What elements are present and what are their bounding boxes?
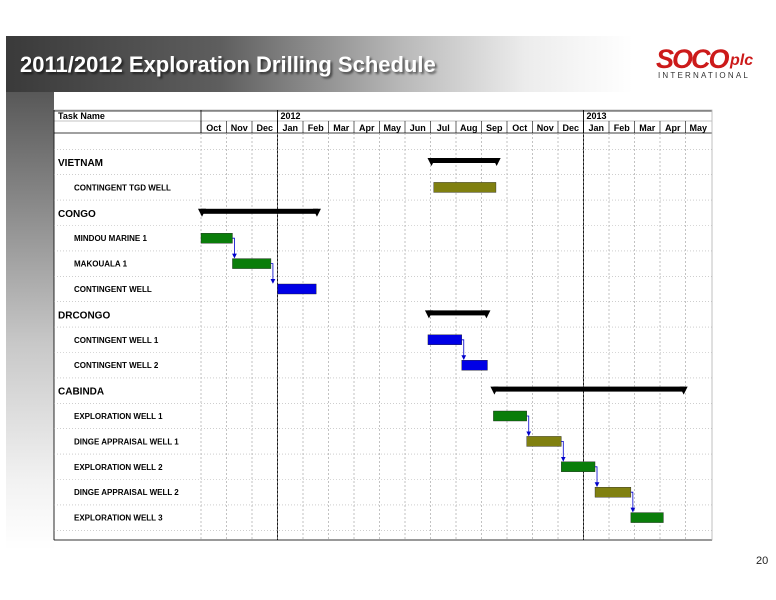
chart-frame <box>53 109 713 541</box>
month-label: Apr <box>665 123 681 133</box>
summary-end-cap <box>679 386 688 395</box>
task-bar-contingent-tgd-well <box>433 182 497 193</box>
task-label-congo: CONGO <box>58 209 96 220</box>
dependency-arrow <box>270 263 276 284</box>
month-label: Dec <box>256 123 273 133</box>
task-label-mindou-marine-1: MINDOU MARINE 1 <box>74 234 147 243</box>
month-label: Dec <box>562 123 579 133</box>
month-label: Nov <box>231 123 248 133</box>
task-label-dinge-appraisal-well-1: DINGE APPRAISAL WELL 1 <box>74 437 179 446</box>
dependency-arrow <box>560 441 566 462</box>
month-label: Feb <box>614 123 631 133</box>
left-gradient-bar <box>6 92 54 550</box>
month-label: Jul <box>437 123 450 133</box>
title-banner <box>6 36 770 92</box>
month-label: Oct <box>206 123 221 133</box>
task-bar-makouala-1 <box>232 258 272 269</box>
task-label-drcongo: DRCONGO <box>58 310 110 321</box>
dependency-arrow <box>526 415 532 437</box>
summary-bar-drcongo <box>427 310 488 316</box>
task-label-exploration-well-2: EXPLORATION WELL 2 <box>74 463 163 472</box>
month-label: Jun <box>410 123 426 133</box>
task-label-makouala-1: MAKOUALA 1 <box>74 260 128 269</box>
summary-start-cap <box>490 386 499 395</box>
month-label: May <box>689 123 707 133</box>
task-label-contingent-tgd-well: CONTINGENT TGD WELL <box>74 183 171 192</box>
summary-end-cap <box>482 310 491 319</box>
task-label-dinge-appraisal-well-2: DINGE APPRAISAL WELL 2 <box>74 488 179 497</box>
logo-tagline: INTERNATIONAL <box>658 71 751 80</box>
month-label: Mar <box>333 123 350 133</box>
month-label: Aug <box>460 123 478 133</box>
page-number: 20 <box>756 555 769 567</box>
logo-wordmark: SOCO <box>656 44 730 74</box>
month-label: Mar <box>639 123 656 133</box>
summary-start-cap <box>198 208 206 217</box>
company-logo: SOCO plc INTERNATIONAL <box>656 44 760 84</box>
task-name-header: Task Name <box>58 111 105 121</box>
task-label-vietnam: VIETNAM <box>58 158 103 169</box>
task-bar-contingent-well <box>277 283 317 295</box>
dependency-arrow <box>461 339 467 360</box>
month-label: Apr <box>359 123 375 133</box>
task-label-contingent-well-1: CONTINGENT WELL 1 <box>74 336 159 345</box>
task-label-contingent-well: CONTINGENT WELL <box>74 285 152 294</box>
task-bar-exploration-well-2 <box>561 461 596 472</box>
dependency-arrow <box>232 237 237 259</box>
month-label: Feb <box>308 123 325 133</box>
month-label: Jan <box>588 123 604 133</box>
summary-start-cap <box>424 310 433 319</box>
summary-end-cap <box>312 208 321 217</box>
task-bar-exploration-well-3 <box>630 512 664 523</box>
dependency-arrow <box>594 466 600 487</box>
dependency-arrow <box>630 491 636 513</box>
task-bar-dinge-appraisal-well-2 <box>594 487 632 498</box>
task-label-exploration-well-1: EXPLORATION WELL 1 <box>74 412 163 421</box>
month-label: May <box>383 123 401 133</box>
task-bar-contingent-well-2 <box>461 360 488 371</box>
logo-suffix: plc <box>730 52 754 69</box>
task-bar-mindou-marine-1 <box>200 232 233 244</box>
task-label-contingent-well-2: CONTINGENT WELL 2 <box>74 361 159 370</box>
month-label: Sep <box>486 123 503 133</box>
summary-bar-vietnam <box>430 158 498 163</box>
task-bar-contingent-well-1 <box>427 334 462 345</box>
task-label-cabinda: CABINDA <box>58 387 104 398</box>
summary-end-cap <box>492 158 501 166</box>
year-label-2013: 2013 <box>587 111 607 121</box>
summary-bar-congo <box>201 208 318 214</box>
slide-title: 2011/2012 Exploration Drilling Schedule <box>20 52 436 77</box>
summary-start-cap <box>427 158 436 166</box>
task-bar-exploration-well-1 <box>493 410 527 422</box>
month-label: Nov <box>537 123 554 133</box>
task-label-exploration-well-3: EXPLORATION WELL 3 <box>74 514 163 523</box>
month-label: Oct <box>512 123 527 133</box>
task-bar-dinge-appraisal-well-1 <box>526 436 562 447</box>
year-label-2012: 2012 <box>281 111 301 121</box>
month-label: Jan <box>282 123 298 133</box>
summary-bar-cabinda <box>493 386 685 392</box>
